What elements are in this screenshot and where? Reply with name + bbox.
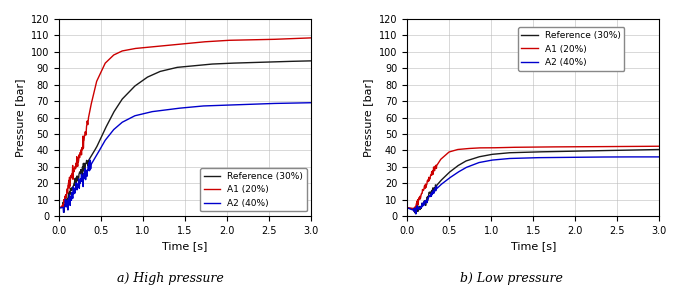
A2 (40%) — [55, 206, 63, 209]
A1 (20%) — [208, 39, 216, 43]
A1 (20%) — [557, 145, 565, 149]
A1 (20%) — [70, 167, 78, 170]
Reference (30%) — [60, 211, 68, 214]
A2 (40%) — [557, 156, 565, 159]
A2 (40%) — [403, 206, 411, 209]
A1 (20%) — [419, 189, 427, 193]
Reference (30%) — [216, 62, 224, 65]
Reference (30%) — [246, 61, 254, 64]
A2 (40%) — [208, 104, 216, 107]
Text: a) High pressure: a) High pressure — [117, 272, 224, 285]
A1 (20%) — [655, 145, 664, 148]
A1 (20%) — [564, 145, 572, 149]
Line: Reference (30%): Reference (30%) — [407, 149, 659, 213]
A2 (40%) — [550, 156, 558, 159]
Line: Reference (30%): Reference (30%) — [59, 61, 311, 212]
Reference (30%) — [208, 62, 216, 66]
Reference (30%) — [557, 150, 565, 153]
A1 (20%) — [403, 206, 411, 209]
Reference (30%) — [307, 59, 315, 62]
Line: A1 (20%): A1 (20%) — [407, 146, 659, 211]
Reference (30%) — [621, 148, 629, 152]
A1 (20%) — [550, 145, 558, 149]
A1 (20%) — [410, 209, 418, 213]
A1 (20%) — [272, 37, 280, 41]
A2 (40%) — [613, 155, 621, 159]
Reference (30%) — [564, 149, 572, 153]
A1 (20%) — [246, 38, 254, 42]
A2 (40%) — [595, 155, 603, 159]
Legend: Reference (30%), A1 (20%), A2 (40%): Reference (30%), A1 (20%), A2 (40%) — [518, 27, 624, 71]
A2 (40%) — [70, 191, 78, 195]
A2 (40%) — [419, 203, 427, 206]
Reference (30%) — [55, 206, 63, 209]
A2 (40%) — [202, 104, 210, 108]
Reference (30%) — [202, 63, 210, 66]
Reference (30%) — [595, 149, 603, 152]
Reference (30%) — [419, 203, 427, 206]
Reference (30%) — [403, 206, 411, 209]
A2 (40%) — [272, 102, 280, 105]
Reference (30%) — [272, 60, 280, 63]
Line: A2 (40%): A2 (40%) — [407, 157, 659, 214]
Reference (30%) — [550, 150, 558, 153]
A1 (20%) — [216, 39, 224, 43]
A1 (20%) — [201, 40, 209, 43]
Line: A2 (40%): A2 (40%) — [59, 103, 311, 212]
A2 (40%) — [216, 104, 224, 107]
Reference (30%) — [411, 211, 419, 215]
X-axis label: Time [s]: Time [s] — [162, 241, 207, 251]
A2 (40%) — [59, 211, 68, 214]
A2 (40%) — [246, 103, 254, 106]
A2 (40%) — [564, 156, 572, 159]
A2 (40%) — [621, 155, 629, 159]
A2 (40%) — [412, 212, 420, 216]
A2 (40%) — [655, 155, 664, 159]
A2 (40%) — [307, 101, 315, 105]
A1 (20%) — [307, 36, 315, 40]
Line: A1 (20%): A1 (20%) — [59, 38, 311, 208]
Text: b) Low pressure: b) Low pressure — [460, 272, 563, 285]
Legend: Reference (30%), A1 (20%), A2 (40%): Reference (30%), A1 (20%), A2 (40%) — [200, 168, 307, 211]
A1 (20%) — [595, 145, 603, 148]
Reference (30%) — [655, 148, 664, 151]
A1 (20%) — [621, 145, 629, 148]
Y-axis label: Pressure [bar]: Pressure [bar] — [15, 78, 25, 157]
Y-axis label: Pressure [bar]: Pressure [bar] — [364, 78, 373, 157]
A1 (20%) — [55, 206, 63, 209]
X-axis label: Time [s]: Time [s] — [511, 241, 556, 251]
Reference (30%) — [70, 180, 78, 184]
